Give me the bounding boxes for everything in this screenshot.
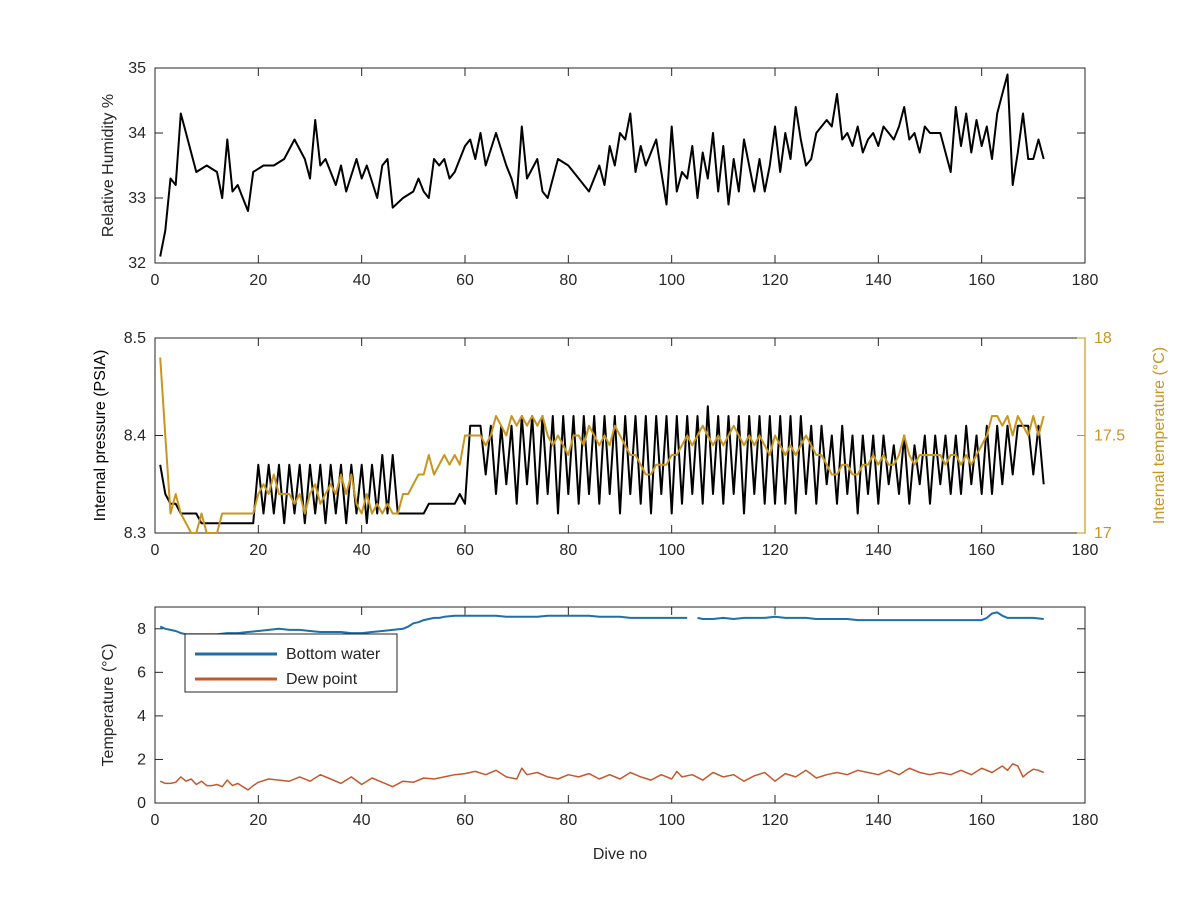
x-tick-label: 80 — [559, 812, 577, 829]
legend-box — [184, 633, 398, 693]
x-tick-label: 60 — [456, 542, 474, 559]
chart-panel-2: 0 20 40 60 80 100 120 140 160 180 8.3 8.4 8.5 17 17.5 1… — [92, 330, 1168, 559]
y-tick-label: 33 — [128, 190, 146, 207]
x-tick-label: 140 — [865, 272, 892, 289]
x-tick-label: 0 — [151, 542, 160, 559]
y-tick-label: 8 — [137, 621, 146, 638]
y-tick-label-right: 18 — [1094, 330, 1112, 347]
x-tick-label: 180 — [1072, 542, 1099, 559]
x-tick-label: 80 — [559, 542, 577, 559]
plot-area — [154, 606, 1086, 804]
x-tick-label: 40 — [353, 812, 371, 829]
y-tick-label: 34 — [128, 125, 146, 142]
series-line-left-axis — [159, 405, 1045, 525]
x-tick-label: 40 — [353, 272, 371, 289]
series-line-dew-point — [159, 763, 1044, 791]
legend-label: Bottom water — [286, 646, 381, 663]
x-tick-label: 120 — [762, 542, 789, 559]
x-tick-label: 140 — [865, 812, 892, 829]
x-tick-label: 120 — [762, 272, 789, 289]
x-tick-label: 100 — [658, 542, 685, 559]
x-tick-label: 20 — [249, 812, 267, 829]
legend: Bottom water Dew point — [184, 633, 398, 693]
series-line-bottom-water — [159, 611, 1044, 636]
y-axis-label: Temperature (°C) — [100, 644, 117, 767]
x-tick-label: 120 — [762, 812, 789, 829]
x-tick-label: 20 — [249, 542, 267, 559]
chart-panel-3: 0 20 40 60 80 100 120 140 160 180 0 2 4 6 8 Temperature… — [100, 606, 1099, 863]
y-tick-label: 4 — [137, 708, 146, 725]
y-tick-label: 8.3 — [124, 525, 146, 542]
x-tick-label: 0 — [151, 272, 160, 289]
y-tick-label-right: 17 — [1094, 525, 1112, 542]
x-tick-label: 80 — [559, 272, 577, 289]
y-tick-label: 8.4 — [124, 428, 146, 445]
x-tick-label: 0 — [151, 812, 160, 829]
x-tick-label: 100 — [658, 272, 685, 289]
x-tick-label: 20 — [249, 272, 267, 289]
y-tick-label: 2 — [137, 751, 146, 768]
y-axis-label-right: Internal temperature (°C) — [1151, 347, 1168, 524]
chart-panel-1: 0 20 40 60 80 100 120 140 160 180 32 33 34 35 Relative… — [100, 60, 1098, 289]
x-tick-label: 100 — [658, 812, 685, 829]
y-tick-label: 32 — [128, 255, 146, 272]
x-axis-label: Dive no — [593, 846, 647, 863]
x-tick-label: 180 — [1072, 812, 1099, 829]
y-tick-label-right: 17.5 — [1094, 428, 1125, 445]
y-tick-label: 8.5 — [124, 330, 146, 347]
y-tick-label: 35 — [128, 60, 146, 77]
y-axis-label: Internal pressure (PSIA) — [92, 350, 109, 522]
x-tick-label: 180 — [1072, 272, 1099, 289]
x-tick-label: 60 — [456, 812, 474, 829]
legend-label: Dew point — [286, 671, 358, 688]
y-tick-label: 0 — [137, 795, 146, 812]
x-tick-label: 40 — [353, 542, 371, 559]
x-tick-label: 160 — [968, 272, 995, 289]
plot-area — [154, 67, 1086, 264]
y-axis-label: Relative Humidity % — [100, 94, 117, 237]
series-line-left-axis — [159, 73, 1045, 257]
series-line-right-axis — [159, 357, 1045, 534]
x-tick-label: 160 — [968, 812, 995, 829]
y-tick-label: 6 — [137, 664, 146, 681]
x-tick-label: 160 — [968, 542, 995, 559]
x-tick-label: 60 — [456, 272, 474, 289]
x-tick-label: 140 — [865, 542, 892, 559]
